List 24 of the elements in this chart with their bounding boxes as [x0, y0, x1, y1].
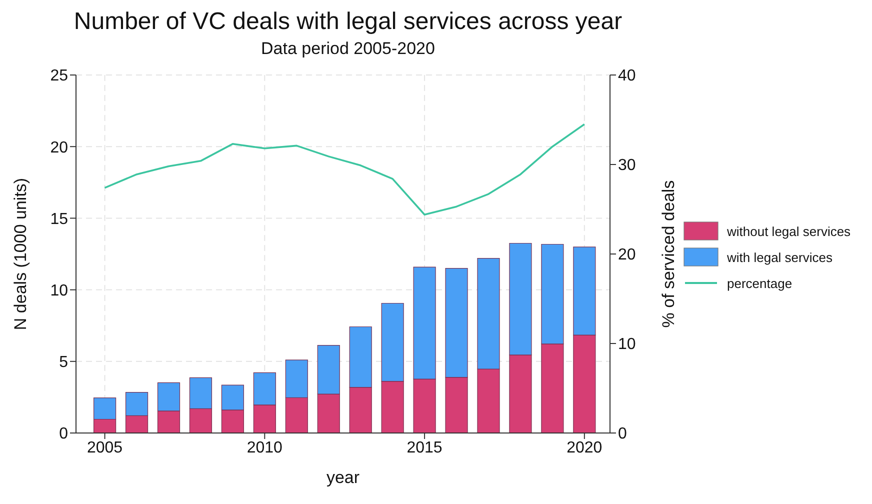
y2-tick-label: 10	[618, 336, 636, 354]
x-tick-label: 2005	[86, 439, 123, 456]
y-tick-label: 25	[50, 68, 68, 85]
line-series	[104, 123, 586, 216]
y2-tick-label: 40	[618, 68, 636, 85]
y-tick-label: 10	[50, 282, 68, 300]
x-axis-title: year	[326, 468, 360, 487]
y-tick-label: 20	[50, 139, 68, 156]
legend-label: percentage	[727, 276, 792, 290]
y-axis-title: N deals (1000 units)	[11, 178, 30, 330]
legend-label: without legal services	[727, 224, 851, 238]
legend-label: with legal services	[727, 250, 832, 264]
x-tick-label: 2020	[566, 439, 602, 456]
y2-tick-label: 20	[618, 246, 636, 264]
y2-tick-label: 0	[618, 426, 627, 443]
chart-title: Number of VC deals with legal services across year	[72, 8, 624, 36]
y2-tick-label: 30	[618, 157, 636, 174]
chart-subtitle: Data period 2005-2020	[260, 39, 436, 59]
x-tick-label: 2015	[406, 439, 442, 456]
y2-axis-title: % of serviced deals	[659, 180, 678, 328]
y-tick-label: 5	[59, 354, 68, 372]
y-tick-label: 0	[59, 426, 68, 443]
x-tick-label: 2010	[246, 439, 283, 456]
y-tick-label: 15	[50, 210, 68, 228]
